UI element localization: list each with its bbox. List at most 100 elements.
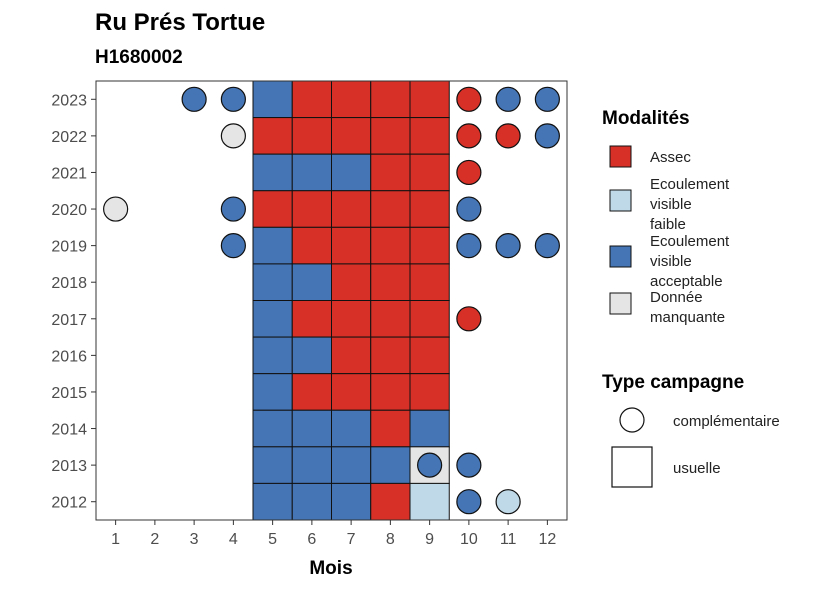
point-2019-10 xyxy=(456,233,482,259)
point-2022-11 xyxy=(495,123,521,149)
chart-title: Ru Prés Tortue xyxy=(95,9,265,36)
cell-2017-9 xyxy=(409,300,450,338)
heatmap-cells xyxy=(252,80,450,521)
cell-2015-5 xyxy=(252,373,293,411)
x-tick-label: 2 xyxy=(150,531,159,548)
cell-2012-6 xyxy=(291,482,332,521)
legend-modalites: Modalités AssecEcoulementvisiblefaibleEc… xyxy=(602,108,730,326)
legend-key-3 xyxy=(609,292,632,315)
legend-key-1 xyxy=(609,189,632,212)
cell-2012-9 xyxy=(409,482,450,521)
cell-2023-9 xyxy=(409,80,450,119)
cell-2021-9 xyxy=(409,153,450,192)
cell-2022-5 xyxy=(252,117,293,155)
cell-2019-7 xyxy=(331,226,372,265)
cell-2018-7 xyxy=(331,263,372,301)
cell-2016-7 xyxy=(331,336,372,375)
cell-2014-5 xyxy=(252,409,293,448)
y-axis: 2012 2013 2014 2015 2016 2017 2018 2019 2020 2021… xyxy=(51,92,96,512)
y-tick-label: 2022 xyxy=(51,129,87,146)
cell-2020-6 xyxy=(291,190,332,228)
x-axis-title: Mois xyxy=(309,558,352,579)
cell-2020-7 xyxy=(331,190,372,228)
point-2023-10 xyxy=(456,86,482,112)
point-2019-11 xyxy=(495,233,521,259)
cell-2023-8 xyxy=(370,80,411,119)
point-2023-3 xyxy=(181,86,207,112)
cell-2018-9 xyxy=(409,263,450,301)
cell-2019-6 xyxy=(291,226,332,265)
legend-key-2 xyxy=(609,245,632,268)
chart-subtitle: H1680002 xyxy=(95,47,183,68)
y-tick-label: 2014 xyxy=(51,422,87,439)
legend-shape-circle xyxy=(619,407,645,433)
point-2022-12 xyxy=(534,123,560,149)
x-axis: 1 2 3 4 5 6 7 8 9 10 11 12 xyxy=(111,520,556,548)
x-tick-label: 8 xyxy=(386,531,395,548)
cell-2020-8 xyxy=(370,190,411,228)
cell-2014-8 xyxy=(370,409,411,448)
legend-label-0: Assec xyxy=(650,149,691,166)
cell-2015-9 xyxy=(409,373,450,411)
point-2022-4 xyxy=(220,123,246,149)
legend-key-0 xyxy=(609,145,632,168)
cell-2018-5 xyxy=(252,263,293,301)
legend-shape-square xyxy=(611,446,653,488)
cell-2013-7 xyxy=(331,446,372,484)
point-2019-4 xyxy=(220,233,246,259)
cell-2013-6 xyxy=(291,446,332,484)
y-tick-label: 2020 xyxy=(51,202,87,219)
cell-2019-9 xyxy=(409,226,450,265)
cell-2021-8 xyxy=(370,153,411,192)
x-tick-label: 5 xyxy=(268,531,277,548)
cell-2016-8 xyxy=(370,336,411,375)
point-2013-10 xyxy=(456,452,482,478)
y-tick-label: 2018 xyxy=(51,275,87,292)
y-tick-label: 2021 xyxy=(51,165,87,182)
cell-2022-6 xyxy=(291,117,332,155)
x-tick-label: 4 xyxy=(229,531,238,548)
cell-2019-5 xyxy=(252,226,293,265)
cell-2016-5 xyxy=(252,336,293,375)
legend-label-3: manquante xyxy=(650,309,725,326)
legend-label-2: acceptable xyxy=(650,273,723,290)
cell-2022-9 xyxy=(409,117,450,155)
complementaire-points xyxy=(103,86,560,515)
y-tick-label: 2023 xyxy=(51,92,87,109)
point-2023-12 xyxy=(534,86,560,112)
x-tick-label: 11 xyxy=(500,531,517,548)
cell-2021-5 xyxy=(252,153,293,192)
cell-2012-7 xyxy=(331,482,372,521)
cell-2013-8 xyxy=(370,446,411,484)
point-2022-10 xyxy=(456,123,482,149)
cell-2017-7 xyxy=(331,300,372,338)
point-2019-12 xyxy=(534,233,560,259)
y-tick-label: 2012 xyxy=(51,495,87,512)
cell-2014-9 xyxy=(409,409,450,448)
plot-panel-border xyxy=(95,80,568,521)
cell-2023-7 xyxy=(331,80,372,119)
cell-2022-8 xyxy=(370,117,411,155)
y-tick-label: 2017 xyxy=(51,312,87,329)
legend-label-3: Donnée xyxy=(650,289,703,306)
cell-2014-6 xyxy=(291,409,332,448)
legend-type-campagne: Type campagne complémentaire usuelle xyxy=(602,372,780,488)
cell-2015-6 xyxy=(291,373,332,411)
cell-2012-8 xyxy=(370,482,411,521)
point-2023-4 xyxy=(220,86,246,112)
legend-label-1: faible xyxy=(650,216,686,233)
point-2013-9 xyxy=(417,452,443,478)
legend-label-1: visible xyxy=(650,196,692,213)
legend-label-2: visible xyxy=(650,253,692,270)
cell-2021-6 xyxy=(291,153,332,192)
cell-2020-5 xyxy=(252,190,293,228)
y-tick-label: 2016 xyxy=(51,348,87,365)
legend-type-label: usuelle xyxy=(673,460,721,477)
cell-2018-8 xyxy=(370,263,411,301)
cell-2020-9 xyxy=(409,190,450,228)
y-tick-label: 2013 xyxy=(51,458,87,475)
x-tick-label: 6 xyxy=(307,531,316,548)
point-2017-10 xyxy=(456,306,482,332)
x-tick-label: 12 xyxy=(538,531,556,548)
